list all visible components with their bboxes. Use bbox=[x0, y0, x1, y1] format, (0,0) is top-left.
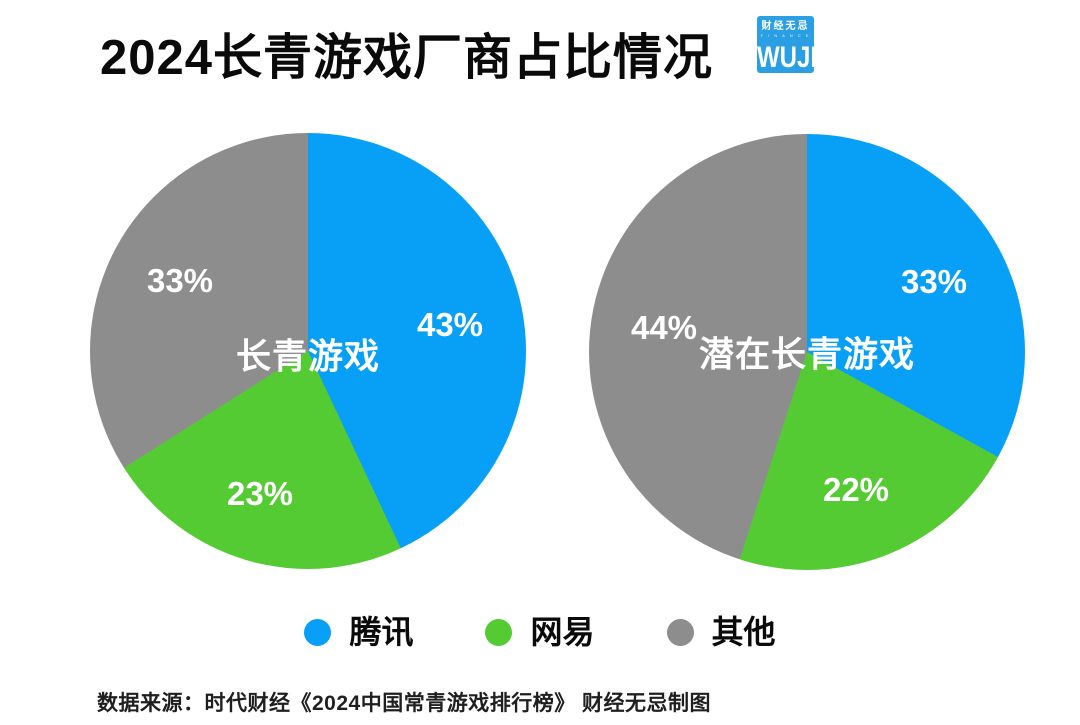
legend-item-netease: 网易 bbox=[485, 612, 595, 652]
legend-label-tencent: 腾讯 bbox=[349, 614, 414, 650]
page-title: 2024长青游戏厂商占比情况 bbox=[100, 31, 714, 85]
pie-center-label-potential: 潜在长青游戏 bbox=[698, 335, 916, 375]
logo-subtext: F I N A N C E bbox=[760, 33, 811, 38]
legend-item-others: 其他 bbox=[666, 612, 776, 652]
legend-item-tencent: 腾讯 bbox=[304, 612, 413, 652]
logo-chinese-name: 财经无忌 bbox=[761, 21, 810, 32]
legend: 腾讯 网易 其他 bbox=[0, 612, 1080, 652]
legend-label-netease: 网易 bbox=[530, 614, 595, 650]
logo-wordmark: WUJI bbox=[757, 40, 814, 73]
pie-center-label-evergreen: 长青游戏 bbox=[235, 337, 381, 377]
slice-label-tencent: 33% bbox=[900, 263, 968, 300]
slice-label-netease: 23% bbox=[226, 475, 294, 512]
pie-chart-potential-evergreen: 33% 22% 44% 潜在长青游戏 bbox=[589, 134, 1025, 570]
netease-color-dot-icon bbox=[485, 618, 513, 646]
slice-label-others: 44% bbox=[630, 309, 698, 346]
wuji-logo: 财经无忌 F I N A N C E WUJI bbox=[757, 16, 814, 73]
data-source-note: 数据来源：时代财经《2024中国常青游戏排行榜》 财经无忌制图 bbox=[97, 692, 712, 715]
slice-label-netease: 22% bbox=[822, 471, 890, 508]
others-color-dot-icon bbox=[666, 618, 694, 646]
legend-label-others: 其他 bbox=[711, 614, 776, 650]
slice-label-others: 33% bbox=[146, 262, 214, 299]
tencent-color-dot-icon bbox=[304, 618, 332, 646]
slice-label-tencent: 43% bbox=[416, 306, 484, 343]
pie-chart-evergreen: 43% 23% 33% 长青游戏 bbox=[90, 133, 526, 569]
